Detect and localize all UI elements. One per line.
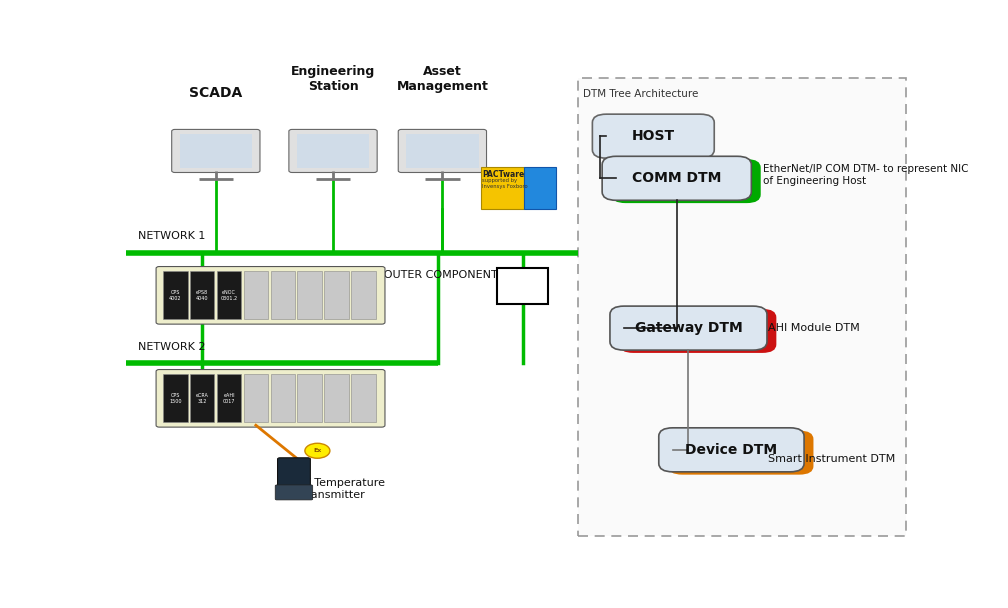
FancyBboxPatch shape [171, 130, 260, 173]
Text: AHI Module DTM: AHI Module DTM [768, 323, 860, 333]
Text: COMM DTM: COMM DTM [632, 171, 722, 185]
FancyBboxPatch shape [619, 309, 776, 353]
Bar [244, 374, 268, 423]
FancyBboxPatch shape [610, 306, 767, 350]
Text: eNOC
0301.2: eNOC 0301.2 [221, 290, 238, 301]
Text: SCADA: SCADA [190, 86, 243, 100]
FancyBboxPatch shape [275, 485, 312, 500]
Text: Ex: Ex [313, 448, 322, 454]
FancyBboxPatch shape [156, 370, 385, 427]
Bar [190, 271, 215, 319]
FancyBboxPatch shape [578, 78, 905, 536]
Text: eAHI
0017: eAHI 0017 [223, 393, 235, 404]
FancyBboxPatch shape [602, 156, 751, 200]
Bar [217, 374, 241, 423]
Bar [163, 374, 187, 423]
Text: Gateway DTM: Gateway DTM [635, 321, 742, 335]
Bar [296, 134, 369, 168]
Bar [325, 374, 349, 423]
Text: DTM Tree Architecture: DTM Tree Architecture [583, 89, 699, 99]
Bar [270, 271, 295, 319]
Bar [498, 268, 548, 303]
FancyBboxPatch shape [156, 266, 385, 324]
Text: ePS8
4040: ePS8 4040 [196, 290, 209, 301]
Text: EtherNet/IP COM DTM- to represent NIC
of Engineering Host: EtherNet/IP COM DTM- to represent NIC of… [763, 164, 968, 186]
FancyBboxPatch shape [277, 458, 310, 488]
Bar [351, 374, 376, 423]
Bar [297, 374, 322, 423]
Bar [351, 271, 376, 319]
Text: Smart Instrument DTM: Smart Instrument DTM [768, 454, 895, 464]
Bar [163, 271, 187, 319]
Bar [482, 167, 524, 209]
Text: eCRA
312: eCRA 312 [196, 393, 209, 404]
Text: HOST: HOST [632, 129, 675, 143]
Text: CPS
1500: CPS 1500 [169, 393, 181, 404]
Circle shape [304, 443, 330, 458]
Text: Asset
Management: Asset Management [396, 65, 488, 93]
Bar [217, 271, 241, 319]
Text: ROUTER COMPONENT: ROUTER COMPONENT [376, 270, 498, 280]
Text: supported by
Invensys Foxboro: supported by Invensys Foxboro [482, 178, 528, 188]
FancyBboxPatch shape [593, 114, 715, 158]
Bar [190, 374, 215, 423]
FancyBboxPatch shape [398, 130, 487, 173]
Bar [325, 271, 349, 319]
Text: PACTware: PACTware [482, 170, 524, 179]
Text: NETWORK 2: NETWORK 2 [138, 342, 206, 352]
Bar [244, 271, 268, 319]
Bar [524, 167, 555, 209]
Text: HART Temperature
Transmitter: HART Temperature Transmitter [281, 478, 385, 500]
Bar [270, 374, 295, 423]
FancyBboxPatch shape [289, 130, 377, 173]
Text: NETWORK 1: NETWORK 1 [138, 232, 205, 241]
Text: Engineering
Station: Engineering Station [291, 65, 375, 93]
FancyBboxPatch shape [668, 430, 813, 475]
Text: CPS
4002: CPS 4002 [169, 290, 181, 301]
Bar [406, 134, 479, 168]
Bar [179, 134, 252, 168]
FancyBboxPatch shape [612, 159, 761, 203]
FancyBboxPatch shape [659, 428, 804, 472]
Text: Device DTM: Device DTM [685, 443, 777, 457]
Bar [297, 271, 322, 319]
